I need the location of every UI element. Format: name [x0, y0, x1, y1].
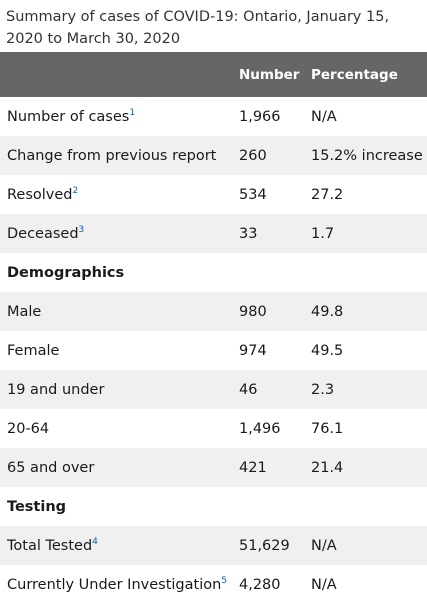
row-number: 46 [239, 381, 258, 398]
table-header: Number Percentage [0, 52, 427, 97]
row-label: Change from previous report [7, 147, 217, 164]
header-label [0, 52, 232, 97]
row-percentage: N/A [311, 108, 337, 125]
table-row: Deceased3 33 1.7 [0, 214, 427, 253]
row-percentage: 2.3 [311, 381, 335, 398]
row-percentage: 15.2% increase [311, 147, 423, 164]
row-label: Resolved [7, 186, 73, 203]
row-label: Total Tested [7, 537, 93, 554]
table-row: Total Tested4 51,629 N/A [0, 526, 427, 565]
row-number: 51,629 [239, 537, 290, 554]
group-header-label: Testing [7, 498, 67, 515]
row-percentage: 49.8 [311, 303, 344, 320]
header-row: Number Percentage [0, 52, 427, 97]
row-number: 974 [239, 342, 267, 359]
row-number: 534 [239, 186, 267, 203]
row-number: 1,966 [239, 108, 281, 125]
footnote-link[interactable]: 2 [72, 185, 79, 196]
row-label: 19 and under [7, 381, 105, 398]
row-label-cell: Deceased3 [0, 214, 232, 253]
table-row: 19 and under 46 2.3 [0, 370, 427, 409]
row-label: Currently Under Investigation [7, 576, 222, 593]
row-label-cell: 19 and under [0, 370, 232, 409]
table-row: Number of cases1 1,966 N/A [0, 97, 427, 136]
header-number: Number [239, 66, 300, 83]
row-percentage: 1.7 [311, 225, 335, 242]
row-percentage: N/A [311, 576, 337, 593]
row-percentage: N/A [311, 537, 337, 554]
row-percentage: 27.2 [311, 186, 344, 203]
table-body: Number of cases1 1,966 N/A Change from prev… [0, 97, 427, 604]
group-header-label: Demographics [7, 264, 125, 281]
table-row: Male 980 49.8 [0, 292, 427, 331]
table-row: 65 and over 421 21.4 [0, 448, 427, 487]
table-row: Change from previous report 260 15.2% incr… [0, 136, 427, 175]
table-row: Resolved2 534 27.2 [0, 175, 427, 214]
row-label-cell: Currently Under Investigation5 [0, 565, 232, 604]
footnote-link[interactable]: 3 [78, 224, 85, 235]
group-header-row: Demographics [0, 253, 427, 292]
row-number: 980 [239, 303, 267, 320]
row-label: Male [7, 303, 42, 320]
row-label-cell: Male [0, 292, 232, 331]
header-percentage: Percentage [311, 66, 398, 83]
row-label: 20-64 [7, 420, 50, 437]
row-label: Female [7, 342, 60, 359]
row-label-cell: Resolved2 [0, 175, 232, 214]
row-percentage: 76.1 [311, 420, 344, 437]
group-header-row: Testing [0, 487, 427, 526]
row-number: 4,280 [239, 576, 281, 593]
row-number: 260 [239, 147, 267, 164]
row-label-cell: 65 and over [0, 448, 232, 487]
row-number: 1,496 [239, 420, 281, 437]
table-row: Female 974 49.5 [0, 331, 427, 370]
row-percentage: 21.4 [311, 459, 344, 476]
table-row: Currently Under Investigation5 4,280 N/A [0, 565, 427, 604]
row-label: Deceased [7, 225, 79, 242]
row-label: Number of cases [7, 108, 130, 125]
row-label-cell: 20-64 [0, 409, 232, 448]
row-label: 65 and over [7, 459, 95, 476]
row-label-cell: Number of cases1 [0, 97, 232, 136]
table-row: 20-64 1,496 76.1 [0, 409, 427, 448]
footnote-link[interactable]: 5 [221, 575, 228, 586]
row-number: 421 [239, 459, 267, 476]
row-label-cell: Total Tested4 [0, 526, 232, 565]
footnote-link[interactable]: 4 [92, 536, 98, 547]
row-label-cell: Female [0, 331, 232, 370]
row-number: 33 [239, 225, 258, 242]
footnote-link[interactable]: 1 [129, 107, 136, 118]
table-caption: Summary of cases of COVID-19: Ontario, J… [6, 9, 390, 47]
row-label-cell: Change from previous report [0, 136, 232, 175]
covid-summary-table: Number Percentage Number of cases1 1,966 N… [0, 52, 427, 604]
row-percentage: 49.5 [311, 342, 344, 359]
